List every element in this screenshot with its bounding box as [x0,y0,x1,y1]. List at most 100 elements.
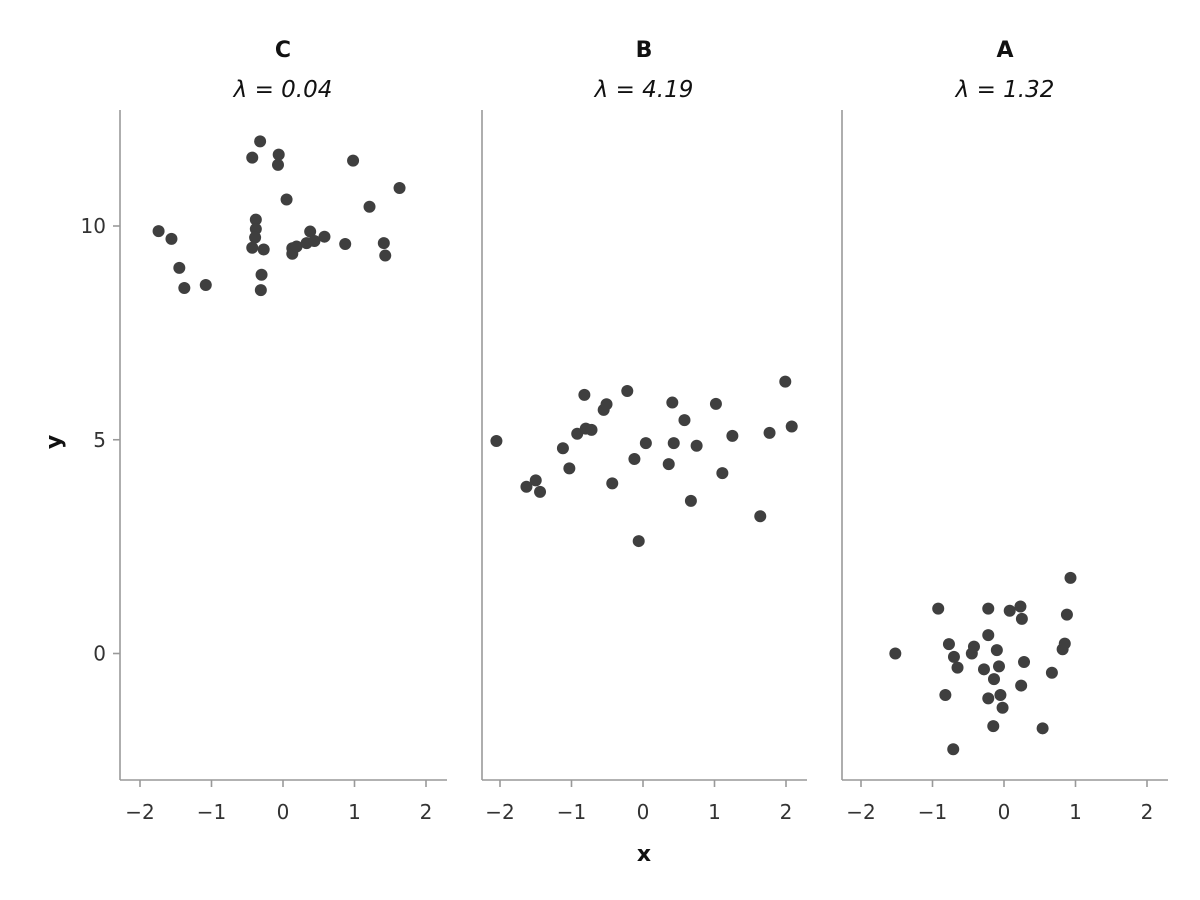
data-point [271,158,284,171]
data-point [639,437,652,450]
data-point [763,426,776,439]
y-tick-label: 5 [93,428,106,452]
data-point [1015,612,1028,625]
data-point [490,435,503,448]
facet-title: A [996,38,1013,63]
y-axis-title: y [42,435,67,449]
data-point [246,241,259,254]
data-point [1064,571,1077,584]
data-point [992,660,1005,673]
data-point [947,743,960,756]
facet-title: B [636,38,653,63]
data-point [379,249,392,262]
data-point [318,230,331,243]
data-point [678,414,691,427]
data-point [1014,600,1027,613]
data-point [563,462,576,475]
data-point [754,510,767,523]
data-point [987,720,1000,733]
data-point [662,458,675,471]
data-point [1018,656,1031,669]
data-point [967,640,980,653]
x-tick-label: 1 [1069,800,1082,824]
data-point [254,284,267,297]
x-ticks: −2 −1 0 1 2 [485,780,792,824]
data-point [1036,722,1049,735]
facet-panel-a: A λ = 1.32 −2 −1 0 1 2 [841,38,1168,824]
data-point [996,701,1009,714]
data-point [709,397,722,410]
x-tick-label: 0 [277,800,290,824]
x-axis-title: x [637,842,651,867]
x-ticks: −2 −1 0 1 2 [846,780,1153,824]
data-point [246,151,259,164]
data-point [529,474,542,487]
y-tick-label: 10 [81,214,106,238]
x-tick-label: −2 [485,800,514,824]
data-point [272,148,285,161]
data-point [377,237,390,250]
data-point [254,135,267,148]
data-point [578,388,591,401]
data-point [165,232,178,245]
x-tick-label: −2 [125,800,154,824]
data-point [1058,637,1071,650]
x-tick-label: −1 [197,800,226,824]
data-point [994,688,1007,701]
data-point [249,231,262,244]
data-point [977,663,990,676]
x-tick-label: 0 [637,800,650,824]
data-point [534,485,547,498]
data-point [889,647,902,660]
data-point [628,452,641,465]
x-tick-label: 2 [780,800,793,824]
data-points [889,571,1077,756]
data-point [280,193,293,206]
x-tick-label: −2 [846,800,875,824]
data-point [667,437,680,450]
data-point [257,243,270,256]
x-tick-label: 2 [1141,800,1154,824]
data-point [932,602,945,615]
x-tick-label: −1 [918,800,947,824]
data-point [173,261,186,274]
x-tick-label: 1 [348,800,361,824]
data-point [726,429,739,442]
data-point [982,602,995,615]
data-points [152,135,406,297]
x-tick-label: −1 [557,800,586,824]
data-point [393,181,406,194]
data-point [632,535,645,548]
data-point [347,154,360,167]
data-point [199,278,212,291]
data-point [606,477,619,490]
data-point [1045,666,1058,679]
data-point [690,439,703,452]
x-ticks: −2 −1 0 1 2 [125,780,432,824]
data-point [304,225,317,238]
data-point [621,385,634,398]
facet-subtitle: λ = 4.19 [593,77,694,103]
data-points [490,375,798,548]
data-point [249,213,262,226]
x-tick-label: 2 [420,800,433,824]
data-point [363,200,376,213]
y-tick-label: 0 [93,642,106,666]
data-point [779,375,792,388]
data-point [1060,608,1073,621]
data-point [585,423,598,436]
data-point [666,396,679,409]
facet-panel-c: C λ = 0.04 −2 −1 0 1 2 0 5 10 [81,38,447,824]
data-point [255,268,268,281]
x-tick-label: 0 [998,800,1011,824]
data-point [178,281,191,294]
data-point [249,222,262,235]
data-point [556,442,569,455]
data-point [290,240,303,253]
data-point [785,420,798,433]
data-point [1015,679,1028,692]
data-point [951,661,964,674]
data-point [947,650,960,663]
data-point [520,480,533,493]
data-point [308,234,321,247]
